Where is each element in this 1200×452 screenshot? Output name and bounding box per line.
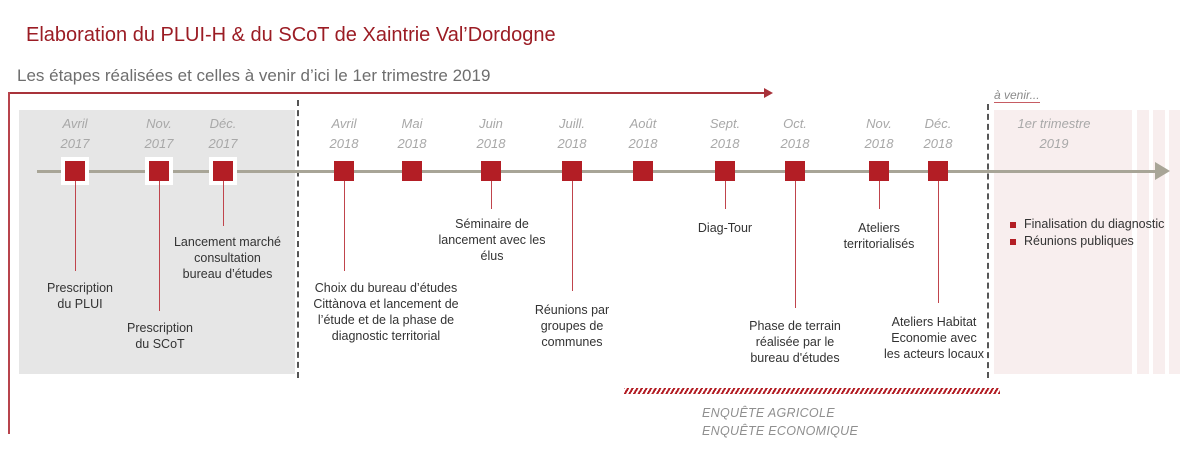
future-stripe bbox=[1169, 110, 1180, 374]
phase-separator-2017-2018 bbox=[297, 100, 299, 378]
event-connector bbox=[794, 181, 796, 308]
event-label: Séminaire de lancement avec les élus bbox=[438, 217, 546, 263]
milestone-marker bbox=[928, 161, 948, 181]
date-label: Avril 2017 bbox=[60, 116, 90, 151]
event-connector bbox=[571, 181, 573, 291]
phase-2017-panel bbox=[19, 110, 295, 374]
future-items-list: Finalisation du diagnostic Réunions publ… bbox=[1010, 216, 1164, 250]
milestone-marker bbox=[481, 161, 501, 181]
milestone-marker bbox=[65, 161, 85, 181]
milestone-marker bbox=[633, 161, 653, 181]
left-border-line bbox=[8, 92, 10, 434]
event-label: Lancement marché consultation bureau d’é… bbox=[173, 235, 281, 281]
event-label: Ateliers Habitat Economie avec les acteu… bbox=[883, 315, 985, 361]
event-label: Prescription du PLUI bbox=[47, 281, 113, 311]
milestone-marker bbox=[785, 161, 805, 181]
diagram-subtitle: Les étapes réalisées et celles à venir d… bbox=[17, 66, 491, 85]
date-label: Juin 2018 bbox=[476, 116, 506, 151]
future-period-panel bbox=[994, 110, 1132, 374]
timeline-axis bbox=[37, 170, 1157, 173]
milestone-marker bbox=[869, 161, 889, 181]
event-connector bbox=[74, 181, 76, 271]
date-label: Nov. 2018 bbox=[864, 116, 894, 151]
date-label: Nov. 2017 bbox=[144, 116, 174, 151]
list-item: Réunions publiques bbox=[1010, 233, 1164, 250]
date-label: Déc. 2018 bbox=[923, 116, 953, 151]
event-label: Choix du bureau d’études Cittànova et la… bbox=[313, 281, 459, 343]
diagram-title: Elaboration du PLUI-H & du SCoT de Xaint… bbox=[26, 24, 556, 46]
event-connector bbox=[724, 181, 726, 209]
date-label: Juill. 2018 bbox=[557, 116, 587, 151]
bullet-square-icon bbox=[1010, 238, 1016, 245]
bullet-square-icon bbox=[1010, 221, 1016, 228]
milestone-marker bbox=[715, 161, 735, 181]
event-label: Réunions par groupes de communes bbox=[534, 303, 610, 349]
list-item: Finalisation du diagnostic bbox=[1010, 216, 1164, 233]
date-label: Avril 2018 bbox=[329, 116, 359, 151]
milestone-marker bbox=[562, 161, 582, 181]
milestone-marker bbox=[149, 161, 169, 181]
date-label: Déc. 2017 bbox=[208, 116, 238, 151]
future-item-label: Réunions publiques bbox=[1024, 234, 1134, 248]
event-connector bbox=[490, 181, 492, 209]
event-label: Phase de terrain réalisée par le bureau … bbox=[749, 319, 841, 365]
future-item-label: Finalisation du diagnostic bbox=[1024, 217, 1165, 231]
milestone-marker bbox=[402, 161, 422, 181]
timeline-arrow-head-icon bbox=[1155, 162, 1170, 180]
event-connector bbox=[343, 181, 345, 271]
event-connector bbox=[158, 181, 160, 311]
future-stripe bbox=[1137, 110, 1149, 374]
milestone-marker bbox=[213, 161, 233, 181]
phase-separator-future bbox=[987, 104, 989, 378]
date-label: Août 2018 bbox=[628, 116, 658, 151]
event-label: Prescription du SCoT bbox=[127, 321, 193, 351]
future-period-label: 1er trimestre 2019 bbox=[1017, 116, 1091, 151]
date-label: Sept. 2018 bbox=[709, 116, 741, 151]
future-label: à venir... bbox=[994, 88, 1040, 103]
event-label: Ateliers territorialisés bbox=[843, 221, 915, 251]
date-label: Oct. 2018 bbox=[780, 116, 810, 151]
event-label: Diag-Tour bbox=[697, 221, 753, 235]
event-connector bbox=[222, 181, 224, 226]
survey-labels: ENQUÊTE AGRICOLE ENQUÊTE ECONOMIQUE bbox=[702, 406, 859, 438]
arrow-right-icon bbox=[764, 88, 773, 98]
survey-period-bar bbox=[624, 388, 1000, 394]
event-connector bbox=[878, 181, 880, 209]
date-label: Mai 2018 bbox=[397, 116, 427, 151]
milestone-marker bbox=[334, 161, 354, 181]
completed-steps-arrow-line bbox=[8, 92, 766, 94]
event-connector bbox=[937, 181, 939, 303]
